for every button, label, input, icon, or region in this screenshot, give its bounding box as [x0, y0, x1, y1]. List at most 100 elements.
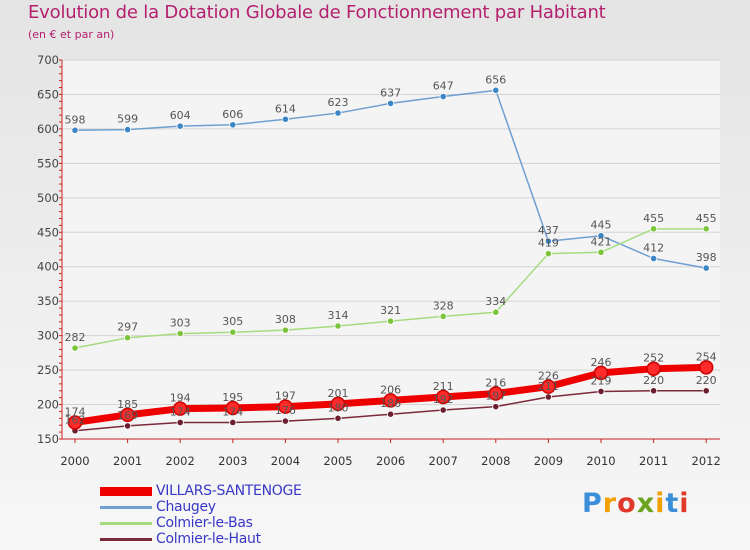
data-label: 176 [275, 404, 296, 417]
x-tick-label: 2000 [60, 454, 89, 468]
data-point [492, 308, 500, 316]
data-label: 201 [328, 387, 349, 400]
data-label: 246 [591, 356, 612, 369]
data-point [593, 365, 609, 381]
x-tick-label: 2001 [113, 454, 142, 468]
x-tick-label: 2003 [218, 454, 247, 468]
legend-swatch [100, 506, 152, 509]
data-point [71, 126, 79, 134]
data-point [646, 361, 661, 376]
data-point [541, 379, 556, 394]
data-label: 174 [170, 405, 191, 418]
data-label: 254 [696, 350, 717, 363]
data-point [702, 225, 710, 233]
data-label: 623 [328, 96, 349, 109]
data-point [439, 312, 447, 320]
data-label: 174 [222, 405, 243, 418]
data-label: 219 [591, 374, 612, 387]
data-label: 197 [275, 390, 296, 403]
data-point [386, 99, 395, 108]
data-point [439, 406, 447, 414]
data-point [649, 225, 658, 233]
x-tick-label: 2008 [481, 454, 510, 468]
data-point [435, 389, 451, 405]
legend-label: VILLARS-SANTENOGE [156, 483, 302, 499]
data-label: 334 [485, 295, 506, 308]
data-point [698, 360, 714, 375]
data-point [281, 417, 289, 425]
data-point [330, 396, 346, 412]
data-point [488, 386, 504, 401]
data-point [597, 248, 605, 256]
data-label: 297 [117, 321, 138, 334]
data-label: 314 [328, 309, 349, 322]
data-point [544, 393, 553, 401]
data-label: 599 [117, 113, 138, 126]
data-point [120, 407, 135, 423]
x-tick-label: 2012 [692, 454, 721, 468]
y-tick-label: 150 [37, 432, 59, 446]
data-point [71, 344, 79, 352]
data-label: 220 [696, 374, 717, 387]
data-label: 162 [65, 414, 86, 427]
data-label: 220 [643, 374, 664, 387]
data-point [176, 418, 184, 427]
data-label: 455 [643, 212, 664, 225]
data-label: 637 [380, 86, 401, 99]
data-point [124, 422, 132, 430]
data-label: 194 [170, 392, 191, 405]
y-tick-label: 550 [37, 156, 59, 170]
x-tick-label: 2009 [534, 454, 563, 468]
data-label: 455 [696, 212, 717, 225]
data-point [492, 86, 500, 94]
data-point [544, 250, 553, 258]
data-point [229, 121, 237, 129]
data-point [172, 401, 188, 416]
data-point [278, 399, 293, 414]
data-point [176, 329, 184, 338]
y-tick-label: 250 [37, 363, 59, 377]
data-point [386, 317, 395, 325]
x-tick-label: 2005 [323, 454, 352, 468]
data-label: 614 [275, 102, 296, 115]
y-tick-label: 650 [37, 87, 59, 101]
legend-swatch [100, 487, 152, 496]
data-label: 421 [591, 235, 612, 248]
y-tick-label: 700 [37, 53, 59, 67]
data-point [124, 334, 132, 342]
legend: VILLARS-SANTENOGE Chaugey Colmier-le-Bas… [100, 483, 430, 547]
data-label: 197 [485, 390, 506, 403]
data-label: 656 [485, 73, 506, 86]
legend-swatch [100, 538, 152, 541]
data-point [334, 414, 342, 422]
legend-label: Chaugey [156, 499, 216, 515]
y-tick-label: 600 [37, 122, 59, 136]
data-label: 445 [591, 219, 612, 232]
y-tick-label: 300 [37, 329, 59, 343]
chart-title: Evolution de la Dotation Globale de Fonc… [28, 2, 606, 23]
legend-label: Colmier-le-Haut [156, 531, 261, 547]
data-label: 192 [433, 393, 454, 406]
y-tick-label: 400 [37, 260, 59, 274]
data-point [67, 415, 83, 430]
data-point [649, 387, 658, 395]
y-tick-label: 200 [37, 398, 59, 412]
data-point [334, 109, 342, 117]
data-label: 180 [328, 401, 349, 414]
data-point [229, 328, 237, 336]
data-label: 211 [538, 380, 559, 393]
data-point [702, 387, 710, 395]
data-point [386, 410, 395, 418]
legend-swatch [100, 522, 152, 525]
data-label: 419 [538, 237, 559, 250]
data-label: 185 [117, 398, 138, 411]
legend-item-colmier-le-haut: Colmier-le-Haut [100, 531, 430, 547]
data-point [334, 322, 342, 330]
data-label: 598 [65, 113, 86, 126]
data-point [225, 400, 241, 416]
data-point [176, 122, 184, 130]
data-point [649, 254, 658, 263]
data-point [281, 115, 289, 123]
legend-label: Colmier-le-Bas [156, 515, 253, 531]
data-label: 252 [643, 352, 664, 365]
